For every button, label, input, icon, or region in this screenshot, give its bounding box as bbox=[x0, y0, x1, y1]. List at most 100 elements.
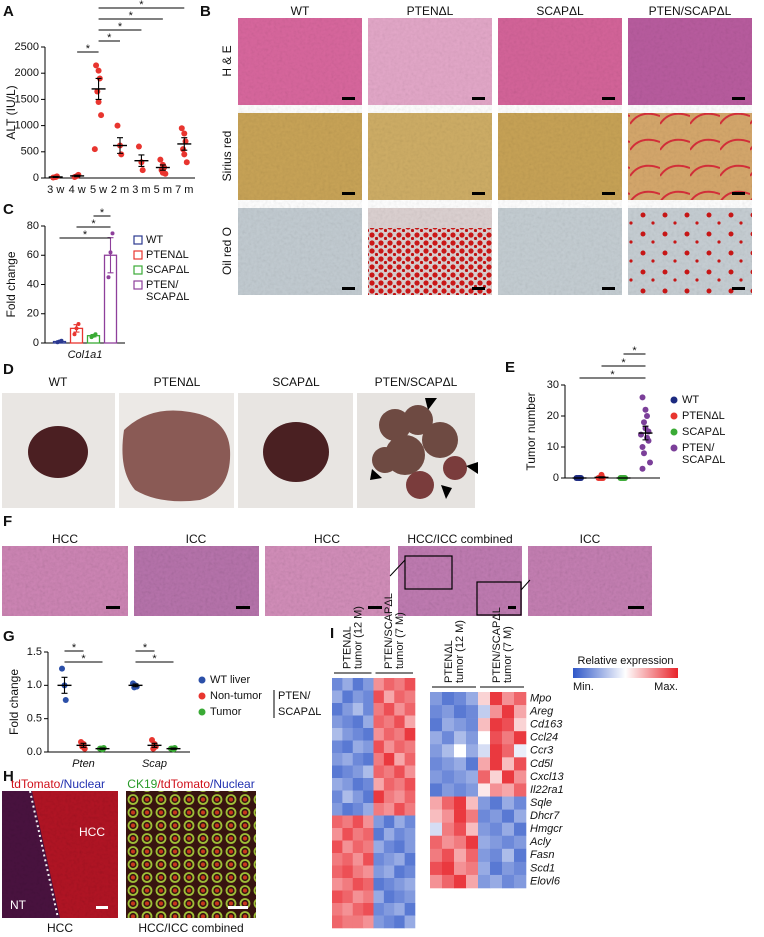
y-tick-label: 0.5 bbox=[27, 713, 42, 725]
column-label: SCAPΔL bbox=[272, 375, 320, 389]
heatmap-cell bbox=[514, 835, 527, 850]
row-label: Cxcl13 bbox=[530, 771, 565, 783]
heatmap-cell bbox=[404, 915, 416, 929]
x-tick-label: 5 m bbox=[154, 184, 172, 196]
row-label: Areg bbox=[529, 706, 554, 718]
heatmap-cell bbox=[502, 848, 515, 863]
scale-bar bbox=[732, 97, 745, 100]
heatmap-cell bbox=[490, 796, 503, 810]
gutter bbox=[128, 546, 134, 616]
column-label: PTEN/SCAPΔL bbox=[375, 375, 458, 389]
heatmap-cell bbox=[430, 705, 443, 719]
scale-bars bbox=[106, 606, 644, 609]
row-label: Sirius red bbox=[220, 131, 234, 182]
heatmap-cell bbox=[454, 874, 467, 889]
heatmap-cell bbox=[404, 715, 416, 729]
error-bar bbox=[74, 174, 81, 178]
heatmap-cell bbox=[352, 765, 364, 779]
heatmap-cell bbox=[430, 770, 443, 784]
significance-label: * bbox=[139, 0, 144, 11]
significance-label: * bbox=[621, 357, 626, 369]
region-label: HCC bbox=[79, 825, 105, 839]
heatmap-cell bbox=[442, 731, 455, 745]
heatmap-cell bbox=[373, 903, 385, 916]
heatmap-cell bbox=[478, 718, 491, 732]
x-tick-label: 3 m bbox=[132, 184, 150, 196]
heatmap-cell bbox=[363, 703, 374, 716]
image-title: CK19/tdTomato/Nuclear bbox=[127, 777, 254, 791]
data-point bbox=[641, 419, 647, 426]
heatmap-cell bbox=[454, 770, 467, 784]
data-point bbox=[181, 130, 188, 137]
heatmap-cell bbox=[514, 731, 527, 745]
heatmap-cell bbox=[502, 731, 515, 745]
heatmap-cell bbox=[502, 744, 515, 758]
scale-bar bbox=[106, 606, 120, 609]
heatmap-cell bbox=[490, 731, 503, 745]
heatmap-cell bbox=[404, 740, 416, 754]
tumor-nodule bbox=[379, 409, 411, 441]
region-label: NT bbox=[10, 898, 27, 912]
texture bbox=[2, 546, 652, 616]
y-tick-label: 80 bbox=[27, 220, 39, 232]
heatmap-cell bbox=[383, 703, 395, 716]
heatmap-cell bbox=[342, 840, 354, 854]
heatmap-cell bbox=[332, 903, 343, 916]
heatmap-cell bbox=[404, 865, 416, 879]
heatmap-cell bbox=[342, 878, 354, 891]
data-point bbox=[639, 444, 646, 450]
heatmap-cell bbox=[442, 796, 455, 810]
heatmap-cell bbox=[383, 740, 395, 754]
heatmap-cell bbox=[404, 753, 416, 766]
heatmap-cell bbox=[373, 740, 385, 754]
legend-marker bbox=[670, 428, 678, 436]
liver bbox=[122, 410, 231, 502]
x-tick-label: 7 m bbox=[175, 184, 193, 196]
heatmap-cell bbox=[454, 705, 467, 719]
y-tick-label: 10 bbox=[547, 441, 559, 453]
x-tick-label: Scap bbox=[142, 758, 167, 770]
heatmap-cell bbox=[383, 753, 395, 766]
x-tick-label: Pten bbox=[72, 758, 95, 770]
scale-bar bbox=[602, 192, 615, 195]
y-axis-label: Tumor number bbox=[524, 392, 538, 470]
significance-label: * bbox=[86, 43, 91, 55]
legend-label: Tumor bbox=[210, 706, 242, 718]
heatmap-cell bbox=[514, 874, 527, 889]
heatmap-cell bbox=[363, 728, 374, 741]
legend-marker bbox=[670, 412, 678, 420]
heatmap-cell bbox=[490, 770, 503, 784]
heatmap-cell bbox=[490, 744, 503, 758]
x-tick-label: 2 m bbox=[111, 184, 129, 196]
heatmap-cell bbox=[394, 715, 405, 729]
heatmap-cell bbox=[394, 703, 405, 716]
heatmap-cell bbox=[342, 890, 354, 904]
data-point bbox=[114, 122, 121, 129]
heatmap-cell bbox=[442, 692, 455, 706]
heatmap-cell bbox=[352, 828, 364, 841]
row-label: Dhcr7 bbox=[530, 810, 560, 822]
heatmap-cell bbox=[342, 790, 354, 804]
heatmap-cell bbox=[394, 915, 405, 929]
y-tick-label: 1500 bbox=[15, 93, 39, 105]
title-part: /Nuclear bbox=[210, 777, 255, 791]
significance-label: * bbox=[81, 653, 86, 665]
data-point bbox=[62, 697, 69, 703]
heatmap-cell bbox=[490, 861, 503, 876]
heatmap-cell bbox=[394, 678, 405, 691]
heatmap-cell bbox=[394, 790, 405, 804]
row-label: Mpo bbox=[530, 692, 551, 704]
heatmap-cell bbox=[383, 878, 395, 891]
y-tick-label: 0 bbox=[553, 472, 559, 484]
y-tick-label: 500 bbox=[21, 146, 39, 158]
legend-label: PTEN/SCAPΔL bbox=[146, 279, 189, 303]
significance-label: * bbox=[152, 653, 157, 665]
arrowhead bbox=[370, 469, 382, 480]
y-tick-label: 1000 bbox=[15, 120, 39, 132]
heatmap-cell bbox=[466, 874, 479, 889]
data-point bbox=[639, 465, 646, 472]
scale-bar bbox=[342, 287, 355, 290]
legend-marker bbox=[133, 280, 143, 290]
significance-label: * bbox=[143, 642, 148, 654]
data-point bbox=[72, 332, 77, 337]
